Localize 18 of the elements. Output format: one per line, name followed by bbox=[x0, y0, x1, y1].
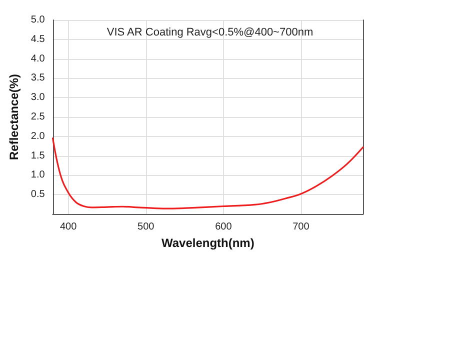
y-tick-label: 0.5 bbox=[30, 189, 46, 200]
line-series bbox=[52, 138, 364, 210]
text: VIS AR Coating Ravg<0.5%@400~700nm bbox=[106, 26, 314, 38]
x-axis-title: Wavelength(nm) bbox=[161, 236, 254, 250]
y-tick-label: 1.0 bbox=[30, 170, 46, 181]
y-tick-label: 4.0 bbox=[30, 53, 46, 64]
x-tick-label: 700 bbox=[292, 222, 310, 232]
y-tick-label: 1.5 bbox=[30, 150, 46, 162]
x-tick-label: 400 bbox=[60, 222, 78, 232]
y-tick-label: 2.5 bbox=[30, 112, 46, 122]
y-axis-title: Reflectance(%) bbox=[7, 74, 21, 160]
y-tick-label: 4.5 bbox=[30, 34, 46, 45]
y-tick-label: 5.0 bbox=[30, 14, 46, 26]
x-tick-label: 500 bbox=[138, 222, 155, 232]
y-tick-label: 2.0 bbox=[30, 130, 46, 142]
x-tick-label: 600 bbox=[215, 222, 232, 232]
y-tick-label: 3.5 bbox=[30, 72, 46, 84]
y-tick-label: 3.0 bbox=[30, 92, 46, 104]
